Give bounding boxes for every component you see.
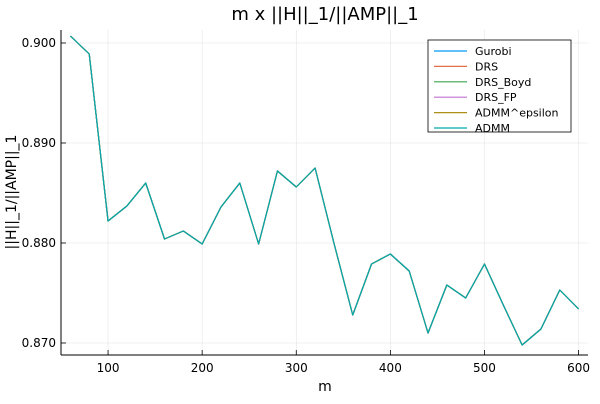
x-tick-label: 500	[473, 361, 496, 375]
plot-frame	[60, 30, 588, 356]
legend-label-admm: ADMM	[475, 122, 510, 135]
legend-label-gurobi: Gurobi	[475, 45, 512, 58]
legend: Gurobi DRS DRS_Boyd DRS_FP ADMM^epsilon ADMM	[427, 39, 572, 135]
legend-items: Gurobi DRS DRS_Boyd DRS_FP ADMM^epsilon ADMM	[434, 45, 559, 135]
legend-box	[427, 39, 572, 133]
x-tick-label: 600	[567, 361, 590, 375]
legend-label-drs: DRS	[475, 60, 498, 73]
y-tick-label: 0.900	[22, 36, 56, 50]
y-tick-label: 0.890	[22, 136, 56, 150]
y-tick-label: 0.880	[22, 236, 56, 250]
series-line-admm	[69, 35, 580, 346]
x-tick-label: 400	[379, 361, 402, 375]
x-tick-label: 200	[191, 361, 214, 375]
legend-label-drs-boyd: DRS_Boyd	[475, 76, 531, 89]
x-tick-label: 100	[97, 361, 120, 375]
x-axis-label: m	[318, 379, 332, 395]
chart-title: m x ||H||_1/||AMP||_1	[231, 4, 418, 25]
y-tick-label: 0.870	[22, 336, 56, 350]
y-axis-ticks: 0.870 0.880 0.890 0.900	[22, 36, 66, 350]
legend-label-admm-epsilon: ADMM^epsilon	[475, 107, 559, 120]
series-lines	[69, 35, 580, 346]
y-axis-label: ||H||_1/||AMP||_1	[4, 135, 20, 250]
legend-label-drs-fp: DRS_FP	[475, 91, 517, 104]
x-tick-label: 300	[285, 361, 308, 375]
x-axis-ticks: 100 200 300 400 500 600	[97, 350, 590, 375]
